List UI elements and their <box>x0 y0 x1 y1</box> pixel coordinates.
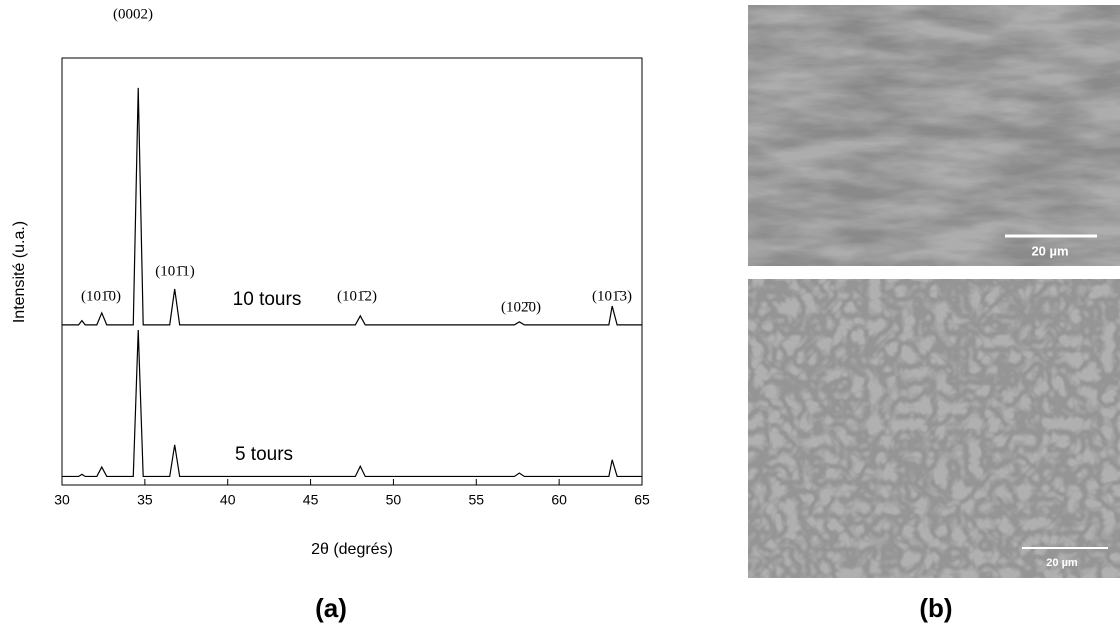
x-tick-label: 45 <box>303 492 319 508</box>
series-line <box>62 329 642 478</box>
x-tick-label: 50 <box>386 492 402 508</box>
panel-label: (b) <box>919 593 952 623</box>
y-axis-label: Intensité (u.a.) <box>11 221 28 323</box>
x-tick-label: 65 <box>634 492 650 508</box>
series-label: 5 tours <box>235 444 293 465</box>
peak-label: (101̄1) <box>155 263 194 279</box>
series-line <box>62 87 642 326</box>
x-axis-label: 2θ (degrés) <box>311 541 393 558</box>
scale-bar-label: 20 µm <box>1031 243 1068 258</box>
plot-frame <box>61 57 643 486</box>
micrograph-texture <box>748 5 1120 266</box>
x-tick-label: 35 <box>137 492 153 508</box>
peak-label: (101̄3) <box>592 288 632 304</box>
peak-label: (101̄0) <box>81 288 121 304</box>
x-tick-label: 30 <box>54 492 70 508</box>
micrograph-texture <box>748 279 1120 578</box>
x-tick-label: 60 <box>551 492 567 508</box>
x-tick-label: 40 <box>220 492 236 508</box>
scale-bar-label: 20 µm <box>1046 557 1078 569</box>
panel-label: (a) <box>315 593 347 623</box>
x-tick-label: 55 <box>468 492 484 508</box>
series-label: 10 tours <box>233 289 302 310</box>
peak-label: (102̄0) <box>501 299 541 315</box>
peak-label: (0002) <box>113 6 153 22</box>
peak-label: (101̄2) <box>337 288 377 304</box>
